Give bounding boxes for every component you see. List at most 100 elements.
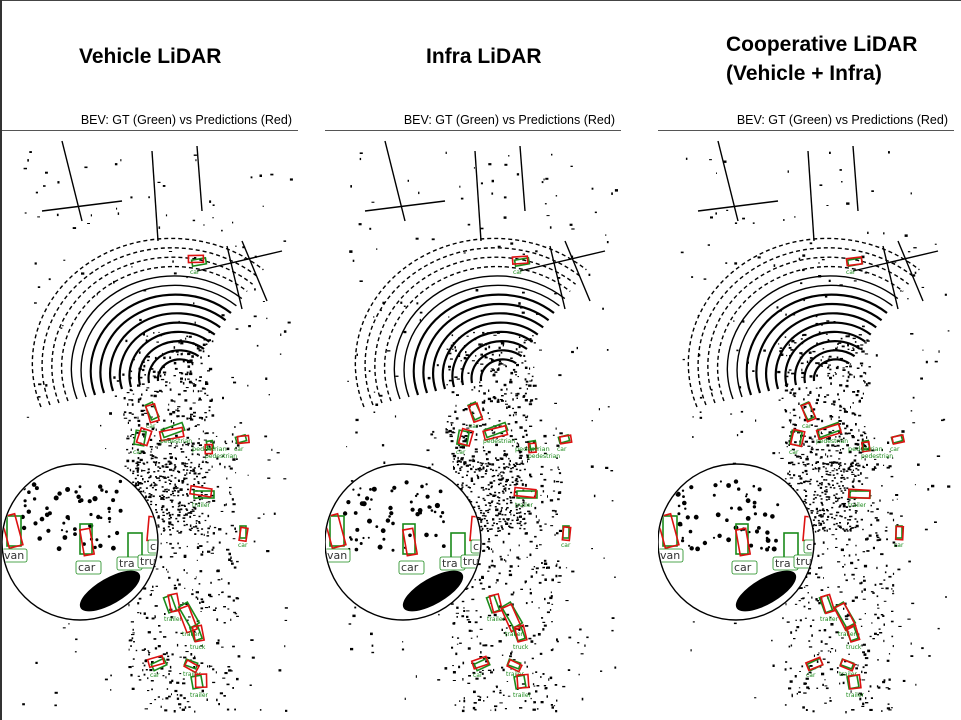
lidar-point [375, 403, 379, 406]
lidar-point [525, 416, 528, 419]
road-edge [852, 250, 939, 272]
lidar-point [493, 475, 496, 477]
lidar-point [815, 322, 819, 326]
lidar-point [201, 461, 204, 463]
lidar-point [839, 169, 842, 171]
lidar-point [191, 453, 194, 456]
lidar-point [789, 477, 794, 479]
lidar-point [169, 462, 173, 465]
lidar-point [193, 467, 196, 469]
lidar-point [529, 473, 532, 477]
lidar-point [186, 472, 188, 475]
lidar-point [173, 468, 176, 470]
lidar-point [786, 441, 788, 445]
lidar-point [153, 638, 157, 640]
lidar-point [845, 618, 849, 620]
lidar-point [195, 378, 197, 381]
lidar-point [349, 536, 352, 539]
lidar-point [128, 419, 131, 422]
lidar-point [489, 468, 492, 471]
lidar-point [845, 528, 848, 531]
lidar-point [798, 257, 801, 261]
lidar-point [829, 700, 832, 702]
lidar-point [836, 482, 839, 485]
object-label: car [802, 423, 812, 430]
lidar-point [126, 467, 129, 469]
lidar-point [223, 622, 226, 624]
lidar-point [477, 461, 480, 463]
scan-arc [60, 265, 248, 402]
lidar-point [820, 433, 823, 435]
lidar-point [181, 480, 185, 483]
lidar-point [835, 500, 838, 503]
object-label: pedestrian [160, 438, 192, 445]
lidar-point [491, 475, 494, 478]
lidar-point [839, 487, 842, 490]
lidar-point [822, 683, 824, 686]
lidar-point [149, 446, 153, 448]
lidar-point [187, 444, 189, 447]
lidar-point [840, 337, 843, 340]
lidar-point [770, 514, 775, 519]
lidar-point [473, 471, 476, 473]
lidar-point [558, 491, 562, 494]
lidar-point [534, 506, 537, 510]
lidar-point [525, 602, 528, 605]
lidar-point [534, 398, 538, 400]
lidar-point [426, 449, 430, 452]
lidar-point [843, 410, 847, 413]
lidar-point [198, 465, 200, 468]
lidar-point [408, 533, 412, 538]
lidar-point [192, 510, 195, 512]
lidar-point [809, 390, 812, 394]
lidar-point [458, 445, 460, 447]
lidar-point [481, 401, 486, 404]
lidar-point [216, 485, 220, 488]
lidar-point [518, 336, 521, 338]
lidar-point [207, 514, 210, 518]
lidar-point [232, 458, 236, 461]
lidar-point [196, 345, 199, 347]
lidar-point [859, 399, 861, 402]
lidar-point [518, 507, 521, 510]
lidar-point [143, 612, 146, 615]
lidar-point [828, 431, 832, 434]
lidar-point [409, 500, 413, 504]
lidar-point [881, 485, 883, 487]
lidar-point [92, 496, 98, 502]
lidar-point [229, 491, 231, 494]
lidar-point [730, 413, 733, 415]
lidar-point [176, 697, 180, 700]
lidar-point [880, 614, 884, 616]
road-edge [226, 245, 243, 310]
lidar-point [184, 462, 186, 465]
lidar-point [452, 427, 455, 430]
lidar-point [835, 366, 839, 370]
lidar-point [506, 613, 510, 616]
lidar-point [501, 395, 504, 397]
lidar-point [818, 602, 821, 605]
lidar-point [128, 412, 132, 414]
lidar-point [197, 442, 200, 445]
lidar-point [690, 649, 692, 652]
lidar-point [454, 376, 458, 378]
lidar-point [839, 504, 842, 506]
lidar-point [169, 356, 172, 359]
lidar-point [137, 400, 140, 403]
lidar-point [196, 559, 198, 561]
lidar-point [483, 450, 486, 452]
lidar-point [215, 671, 217, 674]
lidar-point [510, 392, 513, 394]
lidar-point [199, 472, 201, 475]
lidar-point [176, 530, 179, 532]
lidar-point [441, 511, 445, 515]
lidar-point [518, 544, 520, 547]
lidar-point [179, 656, 182, 658]
lidar-point [73, 527, 77, 531]
lidar-point [491, 524, 494, 527]
lidar-point [186, 701, 190, 703]
lidar-point [284, 607, 288, 609]
lidar-point [509, 548, 511, 552]
lidar-point [226, 548, 230, 551]
